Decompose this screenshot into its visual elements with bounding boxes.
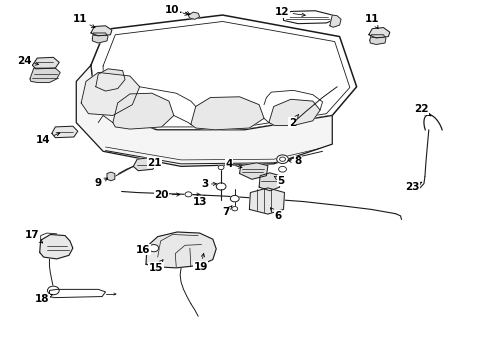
Circle shape — [218, 165, 224, 170]
Text: 7: 7 — [222, 206, 232, 217]
Circle shape — [47, 286, 59, 295]
Polygon shape — [96, 69, 125, 91]
Text: 15: 15 — [148, 260, 163, 273]
Polygon shape — [52, 126, 78, 138]
Polygon shape — [146, 232, 216, 268]
Circle shape — [278, 166, 286, 172]
Polygon shape — [133, 158, 156, 171]
Circle shape — [231, 207, 237, 211]
Text: 23: 23 — [405, 182, 421, 192]
Polygon shape — [239, 163, 267, 179]
Circle shape — [216, 183, 225, 190]
Text: 21: 21 — [147, 158, 161, 168]
Polygon shape — [91, 26, 112, 36]
Polygon shape — [49, 289, 105, 298]
Text: 6: 6 — [270, 208, 281, 221]
Text: 16: 16 — [136, 245, 150, 255]
Text: 19: 19 — [193, 253, 207, 272]
Polygon shape — [259, 173, 279, 191]
Text: 18: 18 — [35, 294, 53, 304]
Text: 24: 24 — [17, 56, 39, 66]
Text: 13: 13 — [192, 195, 206, 207]
Polygon shape — [32, 57, 59, 69]
Polygon shape — [30, 68, 60, 82]
Polygon shape — [40, 234, 73, 259]
Polygon shape — [113, 93, 173, 129]
Text: 3: 3 — [201, 179, 216, 189]
Text: 20: 20 — [154, 190, 180, 200]
Text: 1: 1 — [175, 5, 189, 15]
Text: 4: 4 — [225, 159, 242, 169]
Polygon shape — [268, 99, 320, 126]
Polygon shape — [369, 35, 385, 44]
Circle shape — [279, 157, 285, 161]
Circle shape — [184, 192, 191, 197]
Polygon shape — [107, 172, 115, 181]
Circle shape — [276, 155, 288, 163]
Text: 12: 12 — [275, 7, 305, 17]
Polygon shape — [283, 11, 334, 24]
Circle shape — [149, 244, 158, 252]
Text: 8: 8 — [287, 156, 301, 166]
Text: 9: 9 — [95, 178, 107, 188]
Polygon shape — [76, 65, 331, 166]
Polygon shape — [81, 72, 140, 116]
Polygon shape — [190, 97, 264, 130]
Text: 2: 2 — [288, 115, 298, 128]
Polygon shape — [249, 188, 284, 214]
Text: 10: 10 — [165, 5, 188, 15]
Text: 5: 5 — [274, 176, 284, 186]
Circle shape — [230, 195, 239, 202]
Polygon shape — [92, 33, 108, 43]
Polygon shape — [91, 15, 356, 130]
Text: 14: 14 — [36, 133, 60, 145]
Polygon shape — [329, 15, 340, 27]
Text: 17: 17 — [25, 230, 42, 243]
Polygon shape — [188, 12, 199, 19]
Text: 11: 11 — [364, 14, 379, 29]
Text: 11: 11 — [72, 14, 95, 28]
Text: 22: 22 — [413, 104, 430, 116]
Polygon shape — [368, 28, 389, 38]
